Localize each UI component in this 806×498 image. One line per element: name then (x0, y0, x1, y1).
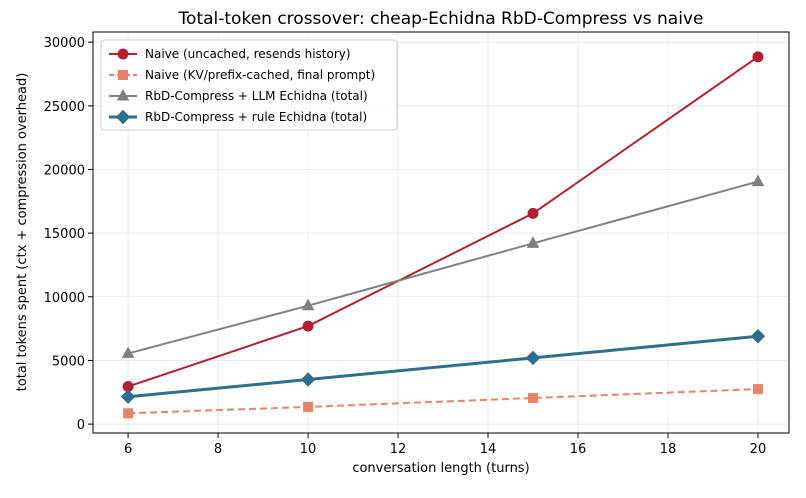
y-tick-label: 20000 (44, 163, 85, 178)
y-tick-label: 5000 (52, 354, 85, 369)
legend-box (100, 39, 398, 131)
x-tick-label: 8 (214, 442, 222, 457)
marker (525, 350, 541, 366)
y-tick-label: 30000 (44, 36, 85, 51)
x-tick-label: 10 (300, 442, 317, 457)
marker (120, 389, 136, 404)
series-line (128, 388, 758, 415)
x-tick-label: 6 (124, 442, 132, 457)
y-axis-label: total tokens spent (ctx + compression ov… (15, 73, 30, 392)
y-tick-label: 0 (77, 418, 85, 433)
x-tick-label: 16 (570, 442, 587, 457)
chart-title: Total-token crossover: cheap-Echidna RbD… (178, 9, 704, 29)
marker (527, 207, 539, 219)
marker (752, 384, 763, 395)
legend-marker (117, 48, 129, 60)
marker (121, 346, 135, 358)
marker (526, 236, 540, 248)
legend-label: Naive (KV/prefix-cached, final prompt) (145, 68, 375, 82)
marker (301, 298, 315, 311)
legend-marker (118, 70, 128, 80)
series-line (127, 180, 759, 355)
x-tick-label: 14 (480, 442, 497, 457)
y-tick-label: 25000 (44, 100, 85, 115)
marker (752, 51, 764, 63)
legend-label: Naive (uncached, resends history) (145, 47, 351, 61)
x-tick-label: 12 (390, 442, 407, 457)
y-tick-label: 15000 (44, 227, 85, 242)
legend: Naive (uncached, resends history) Naive (… (100, 39, 398, 131)
y-tick-label: 10000 (44, 291, 85, 306)
legend-label: RbD-Compress + LLM Echidna (total) (145, 89, 368, 103)
legend-label: RbD-Compress + rule Echidna (total) (145, 110, 367, 124)
series-line (127, 56, 759, 388)
x-tick-label: 18 (660, 442, 677, 457)
marker (302, 320, 314, 332)
marker (750, 329, 766, 344)
legend-marker (116, 88, 130, 101)
marker (300, 372, 316, 387)
marker (751, 174, 765, 187)
marker (303, 401, 314, 412)
marker (528, 392, 539, 403)
series-line (127, 334, 759, 399)
plot-frame (92, 31, 790, 434)
marker (123, 408, 134, 419)
x-tick-label: 20 (750, 442, 767, 457)
x-axis-label: conversation length (turns) (352, 461, 529, 476)
legend-marker (115, 109, 131, 125)
